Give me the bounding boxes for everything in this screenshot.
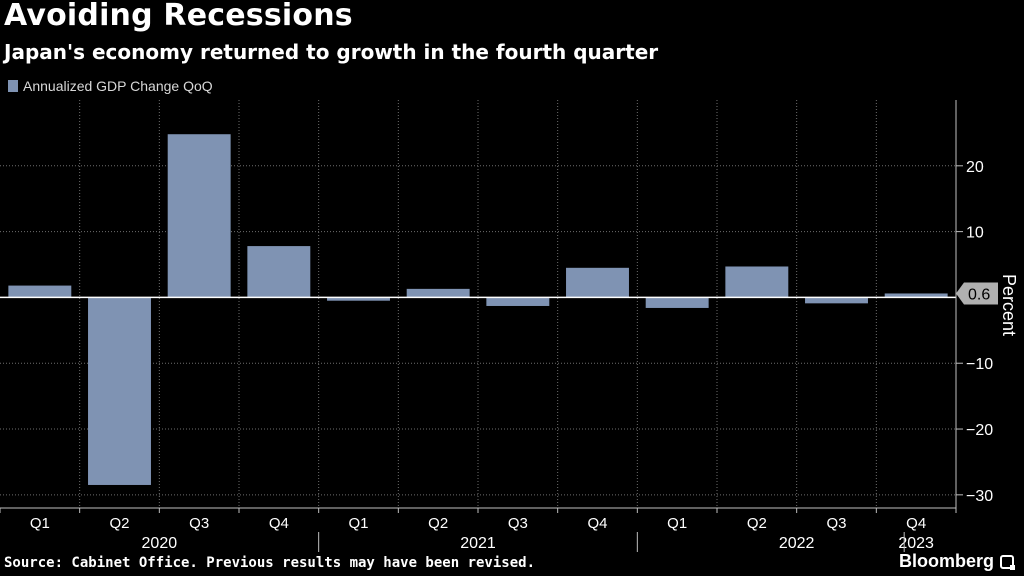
y-tick-label: −30	[966, 488, 993, 505]
x-tick-label: Q4	[906, 515, 926, 532]
last-value-label: 0.6	[968, 286, 990, 303]
x-tick-label: Q3	[826, 515, 846, 532]
source-note: Source: Cabinet Office. Previous results…	[4, 555, 536, 571]
y-tick-label: −20	[966, 422, 993, 439]
grid-layer	[0, 100, 956, 508]
x-tick-label: Q3	[189, 515, 209, 532]
x-tick-label: Q1	[667, 515, 687, 532]
bar	[566, 267, 629, 298]
bloomberg-logo: Bloomberg	[898, 551, 1015, 572]
last-value-pointer	[956, 282, 998, 305]
axis-layer: 20 10 −10 −20 −30 0.6 Percent Q1 Q2 Q3 Q4 Q1 Q2 Q3 Q4 Q…	[0, 100, 1019, 552]
bloomberg-terminal-icon	[1000, 554, 1015, 570]
x-year-label: 2021	[460, 535, 496, 552]
y-tick-label: −10	[966, 356, 993, 373]
bar	[884, 293, 948, 298]
x-tick-label: Q4	[269, 515, 289, 532]
y-axis-title: Percent	[999, 274, 1019, 336]
brand-name: Bloomberg	[898, 551, 994, 571]
legend-swatch	[8, 80, 18, 92]
bar-layer	[8, 134, 948, 485]
x-tick-label: Q4	[587, 515, 607, 532]
bar	[167, 134, 231, 298]
y-tick-label: 10	[966, 225, 984, 242]
x-tick-label: Q3	[508, 515, 528, 532]
chart-title: Avoiding Recessions	[4, 0, 353, 33]
x-year-label: 2022	[779, 535, 815, 552]
bar	[805, 297, 868, 304]
bar	[88, 297, 151, 485]
x-tick-label: Q1	[30, 515, 50, 532]
y-tick-label: 20	[966, 159, 984, 176]
x-tick-label: Q1	[348, 515, 368, 532]
x-tick-label: Q2	[109, 515, 129, 532]
legend-label: Annualized GDP Change QoQ	[23, 78, 213, 94]
x-year-label: 2023	[898, 535, 934, 552]
chart-subtitle: Japan's economy returned to growth in th…	[4, 40, 659, 64]
bar	[327, 297, 390, 301]
bar	[486, 297, 550, 306]
bar	[406, 288, 470, 298]
x-year-label: 2020	[142, 535, 178, 552]
x-tick-label: Q2	[428, 515, 448, 532]
bar	[725, 266, 789, 298]
x-tick-label: Q2	[747, 515, 767, 532]
legend: Annualized GDP Change QoQ	[8, 78, 213, 94]
bar	[645, 297, 709, 308]
bar	[8, 285, 72, 298]
bar	[247, 246, 311, 298]
